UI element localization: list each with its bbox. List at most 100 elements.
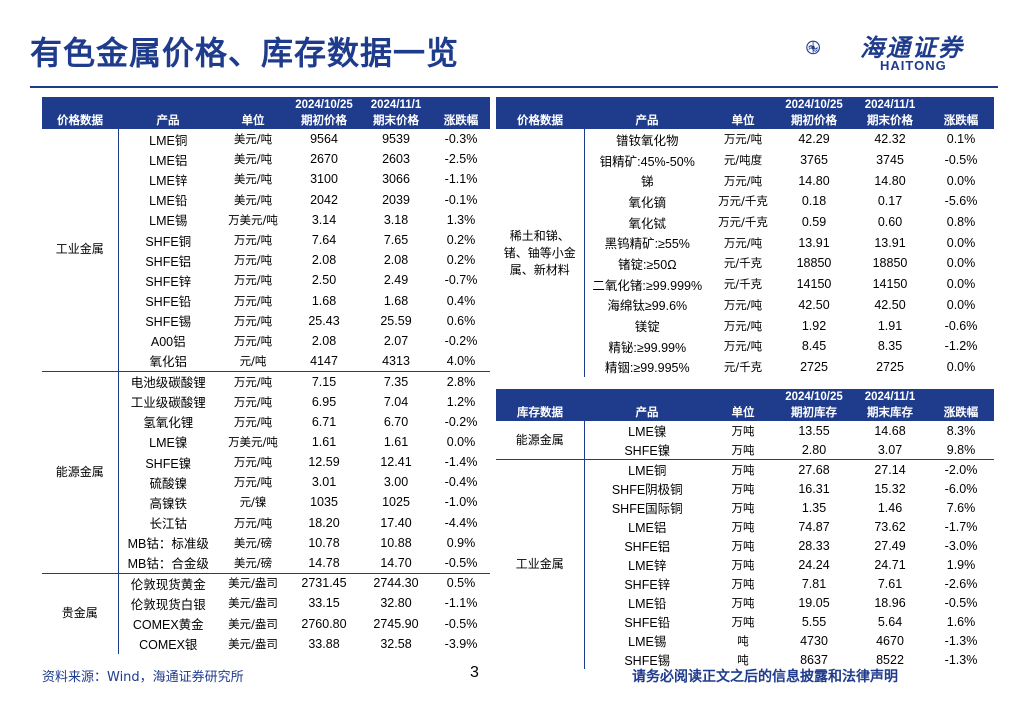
unit: 万吨: [731, 595, 755, 610]
change-pct: -0.2%: [444, 333, 478, 348]
price-table-left: 2024/10/25 2024/11/1 价格数据 产品 单位 期初价格 期末价格 涨跌幅 工…: [42, 97, 490, 654]
table-row: 能源金属 电池级碳酸锂 万元/吨 7.15 7.35 2.8%: [42, 370, 490, 574]
change-pct: -0.4%: [444, 475, 478, 490]
change-pct: -0.5%: [444, 616, 478, 631]
change-pct: 1.3%: [446, 212, 476, 227]
header-cell: 2024/11/1: [360, 97, 432, 113]
header-cell: 2024/11/1: [852, 389, 928, 405]
product-name: SHFE锌: [624, 578, 671, 592]
unit: 元/吨: [239, 353, 267, 368]
table-row: SHFE铝 万元/吨 2.08 2.08 0.2%: [42, 250, 490, 270]
end-value: 13.91: [874, 235, 906, 250]
end-value: 1.91: [877, 318, 903, 333]
product-name: 高镍铁: [149, 496, 187, 511]
change-pct: -0.7%: [444, 273, 478, 288]
unit: 万吨: [731, 614, 755, 629]
product-name: 锑: [640, 175, 654, 190]
start-value: 2670: [310, 152, 338, 167]
change-pct: -1.1%: [444, 596, 478, 611]
product-name: MB钴：合金级: [127, 557, 209, 572]
end-value: 3.18: [383, 212, 409, 227]
header-cell: 期末价格: [852, 113, 928, 129]
table-row: 海绵钛≥99.6% 万元/吨 42.50 42.50 0.0%: [496, 295, 994, 316]
start-value: 2.08: [311, 253, 337, 268]
header-cell: 单位: [218, 113, 288, 129]
product-name: 精铋:≥99.99%: [608, 340, 687, 355]
end-value: 14.70: [380, 555, 412, 570]
unit: 万元/千克: [718, 194, 768, 209]
change-pct: 2.8%: [432, 370, 490, 392]
change-pct: 1.6%: [946, 614, 976, 629]
start-value: 14.78: [308, 555, 340, 570]
change-pct: 0.6%: [446, 313, 476, 328]
table-row: LME锌 美元/吨 3100 3066 -1.1%: [42, 169, 490, 189]
end-value: 2.07: [383, 333, 409, 348]
unit: 万美元/吨: [228, 434, 278, 449]
start-value: 4730: [800, 633, 828, 648]
end-value: 14.80: [874, 173, 906, 188]
start-value: 4147: [310, 353, 338, 368]
product-name: MB钴：标准级: [127, 537, 209, 552]
table-row: SHFE铅 万吨 5.55 5.64 1.6%: [496, 612, 994, 631]
start-value: 2725: [800, 359, 828, 374]
end-value: 1.68: [383, 293, 409, 308]
start-value: 16.31: [798, 481, 830, 496]
end-value: 3.07: [877, 442, 903, 457]
header-rule: [30, 86, 998, 88]
end-value: 8.35: [877, 339, 903, 354]
end-value: 12.41: [380, 455, 412, 470]
start-value: 7.81: [801, 576, 827, 591]
start-value: 28.33: [798, 538, 830, 553]
change-pct: 1.9%: [946, 557, 976, 572]
start-value: 3.14: [311, 212, 337, 227]
unit: 美元/盎司: [228, 636, 278, 651]
table-row: SHFE锌 万吨 7.81 7.61 -2.6%: [496, 574, 994, 593]
header-row-top: 2024/10/25 2024/11/1: [42, 97, 490, 113]
change-pct: 0.0%: [946, 359, 976, 374]
start-value: 33.15: [308, 596, 340, 611]
end-value: 8522: [876, 652, 904, 667]
end-value: 2039: [382, 192, 410, 207]
start-value: 14.80: [798, 173, 830, 188]
change-pct: -1.3%: [944, 652, 978, 667]
header-cell: 产品: [584, 113, 710, 129]
end-value: 9539: [382, 132, 410, 147]
unit: 万元/吨: [233, 293, 273, 308]
change-pct: 9.8%: [946, 442, 976, 457]
product-name: LME镍: [149, 436, 188, 451]
end-value: 2725: [876, 359, 904, 374]
change-pct: 0.2%: [446, 233, 476, 248]
change-pct: 0.0%: [946, 235, 976, 250]
table-row: 氧化铝 元/吨 4147 4313 4.0%: [42, 351, 490, 371]
header-cell: [496, 389, 584, 405]
end-value: 27.14: [852, 459, 928, 479]
end-value: 3745: [876, 153, 904, 168]
header-cell: 期末库存: [852, 405, 928, 421]
unit: 万吨: [731, 442, 755, 457]
table-row: 锗锭:≥50Ω 元/千克 18850 18850 0.0%: [496, 253, 994, 274]
end-value: 14150: [872, 277, 908, 292]
table-row: 工业金属 LME铜 万吨 27.68 27.14 -2.0%: [496, 459, 994, 669]
change-pct: 0.0%: [946, 256, 976, 271]
start-value: 1.92: [801, 318, 827, 333]
change-pct: -3.0%: [944, 538, 978, 553]
header-cell: 期初价格: [776, 113, 852, 129]
change-pct: -1.3%: [944, 633, 978, 648]
table-row: 氢氧化锂 万元/吨 6.71 6.70 -0.2%: [42, 412, 490, 432]
unit: 万吨: [731, 557, 755, 572]
product-name: LME锡: [628, 635, 667, 649]
header-cell: [42, 97, 118, 113]
start-value: 2.80: [801, 442, 827, 457]
header-row-bottom: 价格数据 产品 单位 期初价格 期末价格 涨跌幅: [42, 113, 490, 129]
start-value: 6.95: [311, 394, 337, 409]
end-value: 18.96: [874, 595, 906, 610]
change-pct: -2.6%: [944, 576, 978, 591]
end-value: 3066: [382, 172, 410, 187]
unit: 万美元/吨: [228, 212, 278, 227]
product-name: LME锌: [149, 173, 188, 188]
product-name: 氧化铽: [628, 216, 666, 231]
product-name: 伦敦现货白银: [130, 597, 206, 612]
unit: 美元/磅: [233, 535, 273, 550]
product-name: SHFE锌: [145, 274, 192, 289]
unit: 元/吨度: [723, 153, 763, 168]
